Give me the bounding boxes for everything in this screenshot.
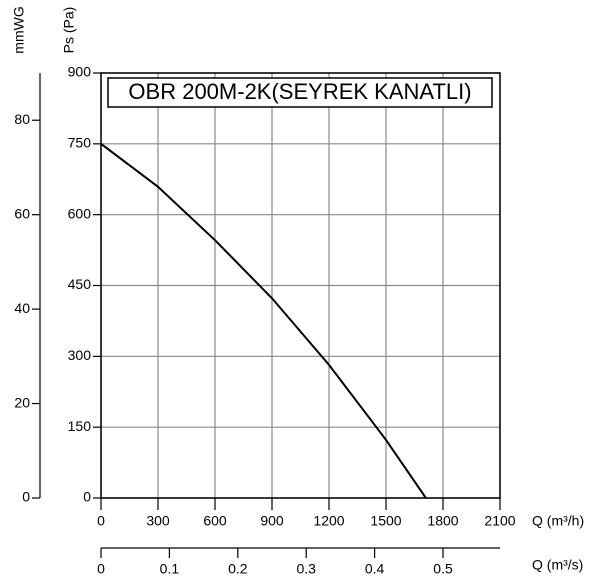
y-tick-label: 600 [68,205,92,221]
x-tick-label: 2100 [484,513,515,529]
plot-frame [100,72,501,499]
fan-curve [100,143,427,499]
title-box [107,77,493,108]
x-tick-label: 300 [146,513,170,529]
x2-tick-label: 0 [97,561,105,577]
y-tick-label: 900 [68,64,92,80]
y2-tick-label: 40 [14,300,30,316]
x2-tick-label: 0.1 [160,561,180,577]
x2-axis-label: Q (m³/s) [532,557,583,573]
x-tick-label: 1800 [427,513,458,529]
y2-tick-label: 0 [22,489,30,505]
chart-title: OBR 200M-2K(SEYREK KANATLI) [128,79,471,104]
y2-tick-label: 60 [14,205,30,221]
x2-tick-label: 0.3 [296,561,316,577]
x-tick-label: 1200 [313,513,344,529]
y-tick-label: 450 [68,276,92,292]
y-tick-label: 750 [68,135,92,151]
y-tick-label: 0 [83,489,91,505]
y2-tick-label: 80 [14,111,30,127]
y-tick-label: 150 [68,418,92,434]
x2-tick-label: 0.4 [365,561,385,577]
x-tick-label: 600 [203,513,227,529]
y-axis-label: Ps (Pa) [61,7,77,54]
x2-tick-label: 0.5 [433,561,453,577]
x-tick-label: 0 [97,513,105,529]
x-tick-label: 900 [260,513,284,529]
x-axis-label: Q (m³/h) [532,513,584,529]
y2-tick-label: 20 [14,394,30,410]
x-tick-label: 1500 [370,513,401,529]
y2-axis-label: mmWG [11,6,27,53]
x2-tick-label: 0.2 [228,561,248,577]
y-tick-label: 300 [68,347,92,363]
